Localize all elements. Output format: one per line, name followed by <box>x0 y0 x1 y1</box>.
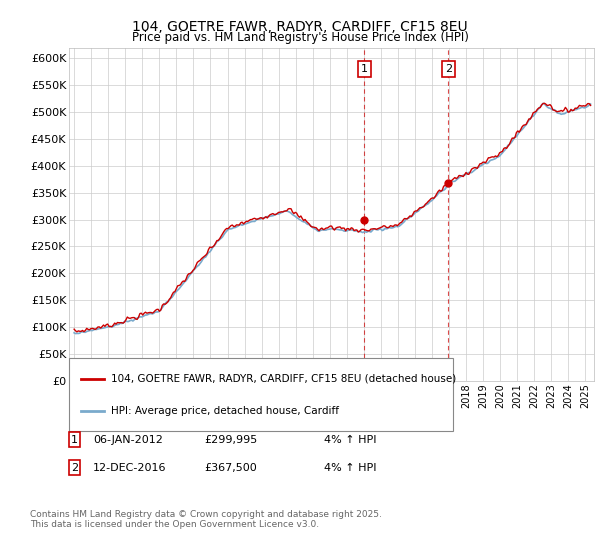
Text: 104, GOETRE FAWR, RADYR, CARDIFF, CF15 8EU (detached house): 104, GOETRE FAWR, RADYR, CARDIFF, CF15 8… <box>111 374 457 384</box>
Text: £367,500: £367,500 <box>204 463 257 473</box>
Text: 104, GOETRE FAWR, RADYR, CARDIFF, CF15 8EU: 104, GOETRE FAWR, RADYR, CARDIFF, CF15 8… <box>132 20 468 34</box>
Text: Contains HM Land Registry data © Crown copyright and database right 2025.
This d: Contains HM Land Registry data © Crown c… <box>30 510 382 529</box>
Text: 1: 1 <box>71 435 78 445</box>
FancyBboxPatch shape <box>69 358 453 431</box>
Text: 2: 2 <box>445 64 452 74</box>
Text: HPI: Average price, detached house, Cardiff: HPI: Average price, detached house, Card… <box>111 406 339 416</box>
Text: 1: 1 <box>361 64 368 74</box>
Text: £299,995: £299,995 <box>204 435 257 445</box>
Text: 06-JAN-2012: 06-JAN-2012 <box>93 435 163 445</box>
Text: Price paid vs. HM Land Registry's House Price Index (HPI): Price paid vs. HM Land Registry's House … <box>131 31 469 44</box>
Text: 4% ↑ HPI: 4% ↑ HPI <box>324 463 377 473</box>
Text: 4% ↑ HPI: 4% ↑ HPI <box>324 435 377 445</box>
Text: 12-DEC-2016: 12-DEC-2016 <box>93 463 167 473</box>
Text: 2: 2 <box>71 463 78 473</box>
